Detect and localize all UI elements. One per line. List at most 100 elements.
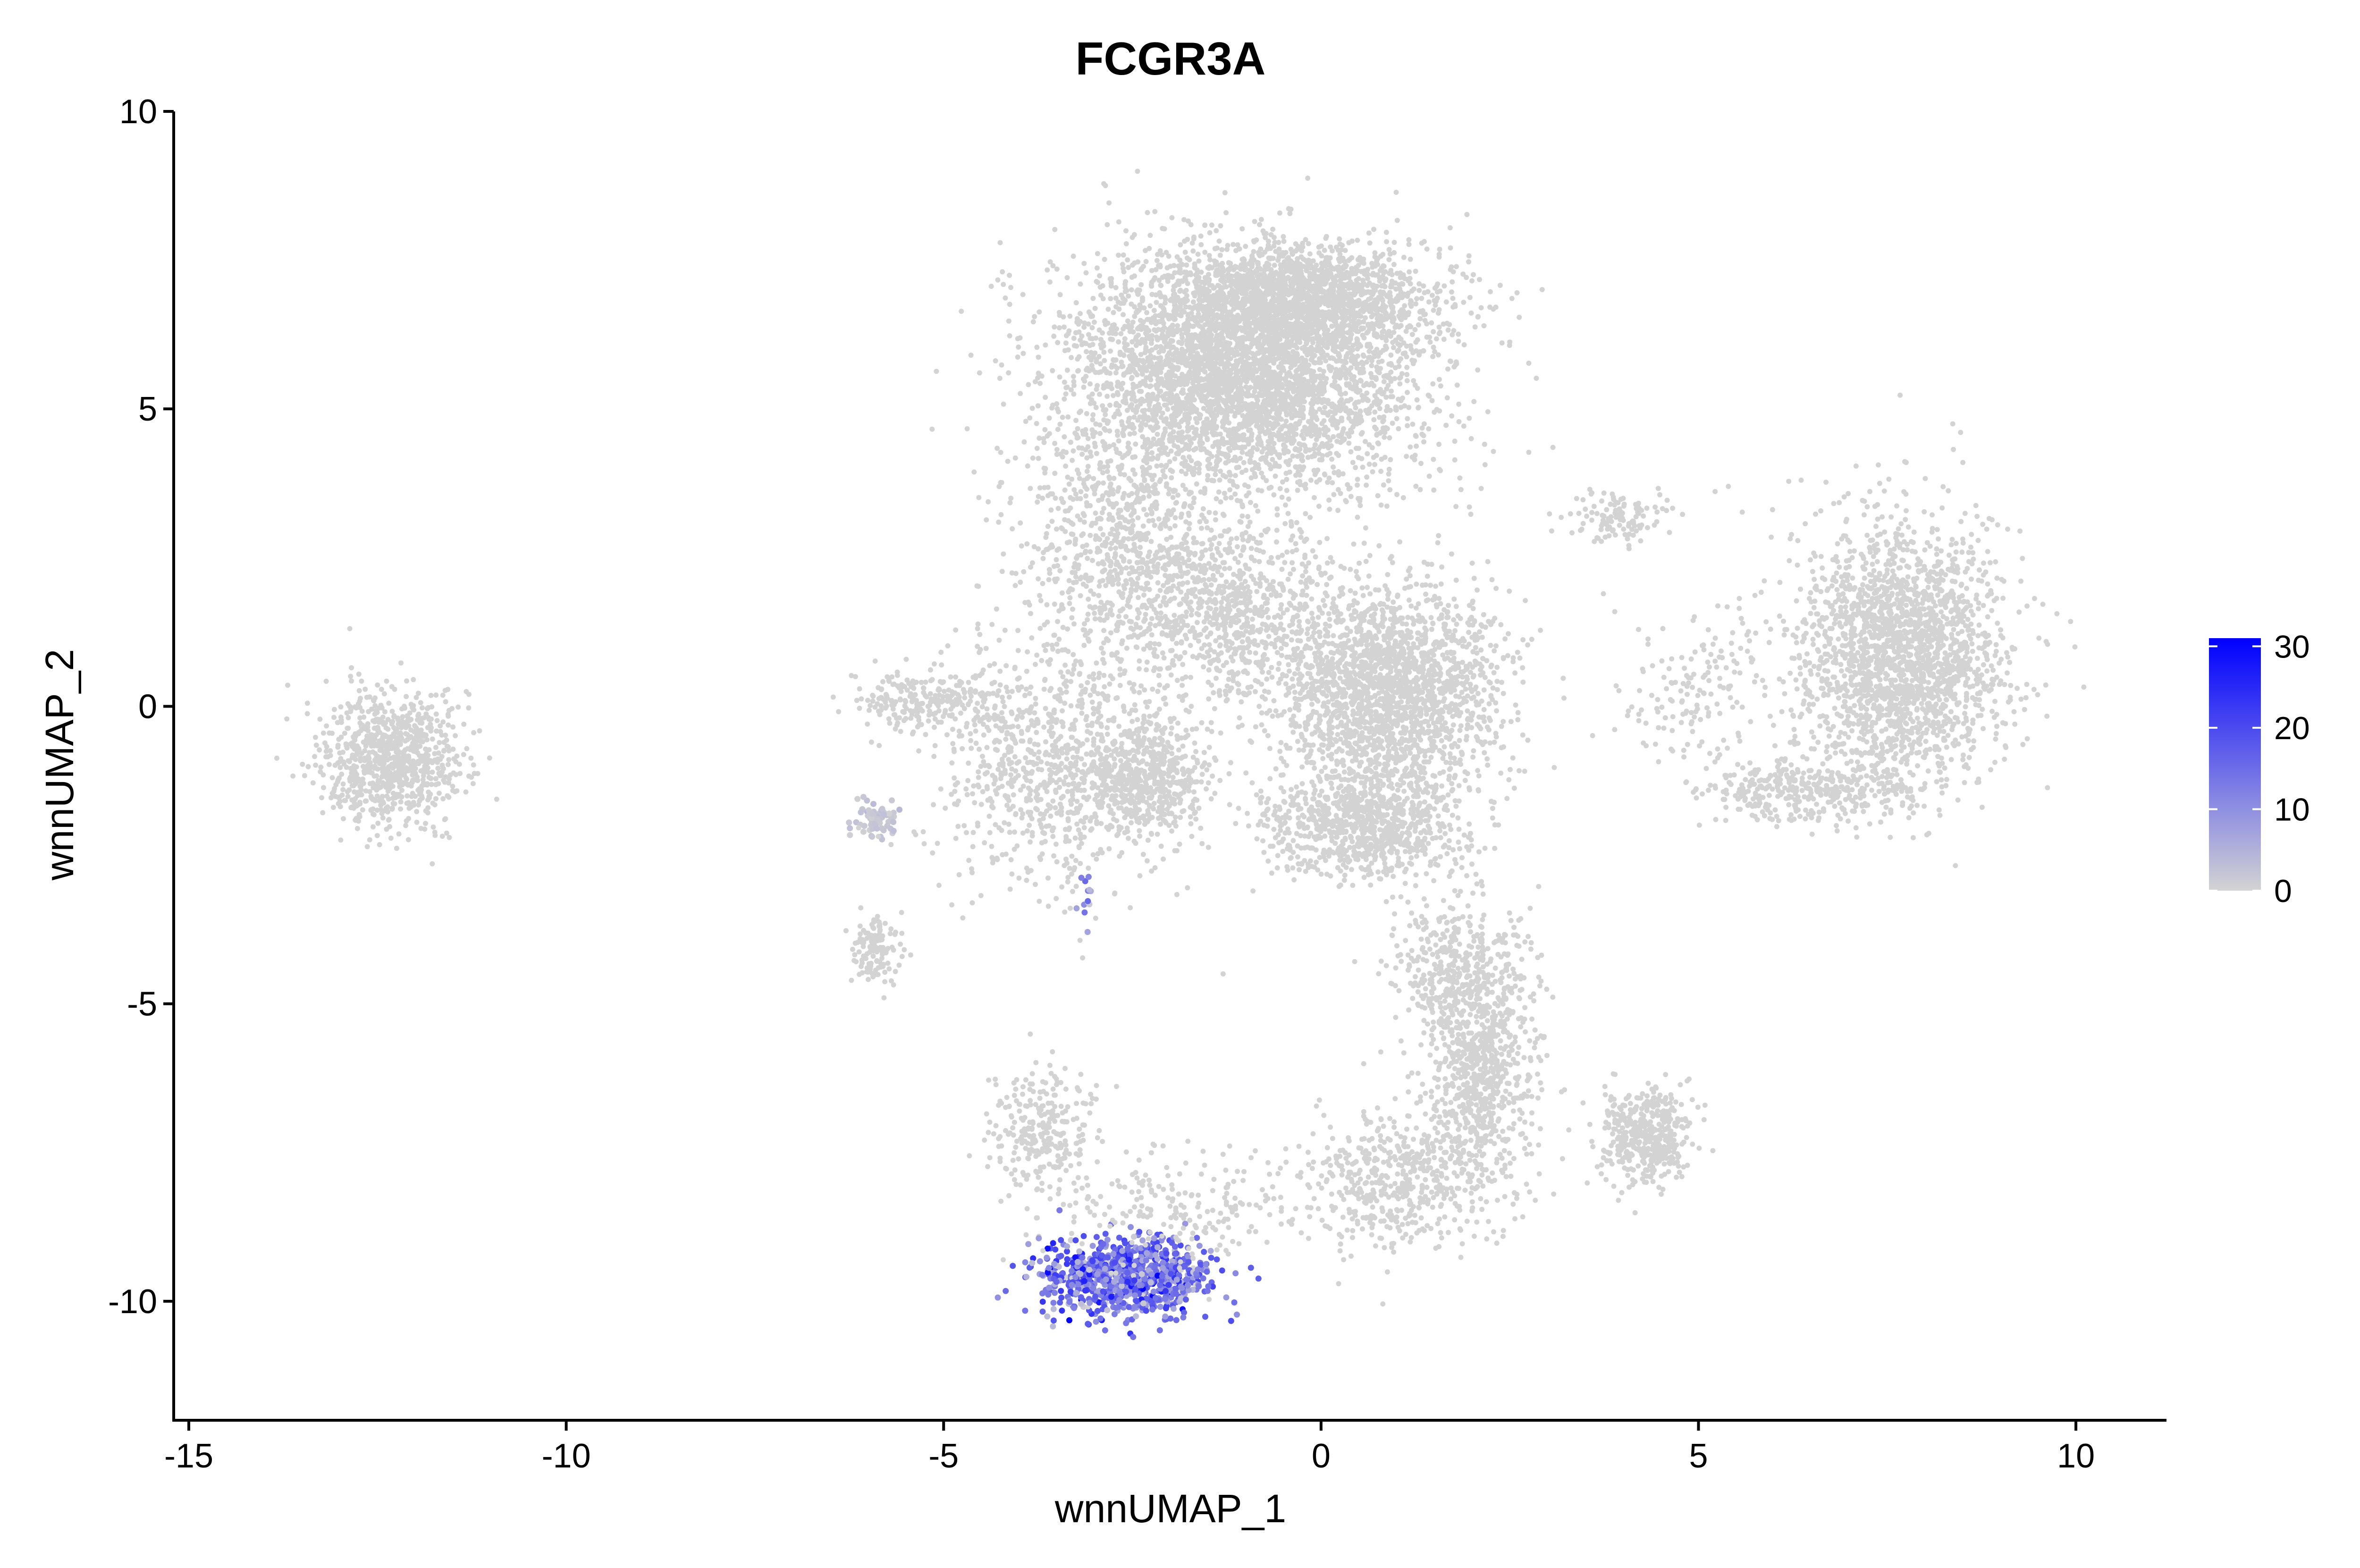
cell-point [1338,278,1343,283]
cell-point [1441,283,1447,289]
cell-point [1292,447,1298,452]
cell-point [1482,462,1488,467]
cell-point [1165,406,1171,412]
cell-point [1307,514,1313,520]
cell-point [1431,329,1436,335]
cell-point [1360,362,1365,367]
cell-point [1200,506,1206,512]
cell-point [997,376,1003,381]
cell-point [1149,450,1155,455]
cell-point [1329,355,1334,361]
cell-point [1155,455,1161,461]
cell-point [1162,308,1167,314]
cell-point [1147,233,1153,238]
cell-point [1539,287,1545,292]
cell-point [1234,368,1240,373]
cell-point [1264,383,1270,389]
cell-point [1349,384,1355,390]
cell-point [1404,343,1409,349]
cell-point [1007,272,1012,278]
cell-point [1224,387,1230,393]
cell-point [1152,417,1158,422]
cell-point [1340,471,1346,477]
cell-point [1290,453,1296,459]
cell-point [1181,217,1187,222]
cell-point [1429,398,1435,404]
cell-point [1550,445,1556,450]
cell-point [1129,396,1135,402]
cell-point [1413,483,1419,489]
cell-point [1376,359,1382,365]
cell-point [1063,450,1069,455]
cell-point [1344,398,1349,404]
cell-point [1129,301,1134,307]
cell-point [1256,375,1262,380]
cell-point [1117,451,1122,456]
cell-point [1227,487,1233,493]
cell-point [1192,265,1197,270]
cell-point [1419,295,1424,301]
cell-point [1064,275,1070,280]
cell-point [1207,257,1213,262]
cell-point [1107,403,1113,408]
cell-point [1374,431,1380,437]
cell-point [1273,393,1278,399]
cell-point [1172,355,1178,361]
cell-point [1225,243,1231,248]
cell-point [1329,337,1335,343]
cell-point [1400,495,1406,500]
cell-point [1154,361,1160,367]
cell-point [1331,464,1336,470]
cell-point [1148,282,1154,288]
cell-point [1093,421,1099,427]
cell-point [1103,407,1109,413]
cell-point [1259,455,1265,461]
cell-point [1391,240,1397,245]
cell-point [1131,352,1137,357]
cell-point [1137,303,1143,308]
cell-point [1264,421,1269,426]
cell-point [1382,284,1388,289]
cell-point [1190,248,1196,254]
cell-point [1386,471,1391,477]
cell-point [1331,434,1336,439]
cell-point [1001,282,1006,287]
cell-point [1436,324,1442,330]
cell-point [1437,246,1442,252]
cell-point [1365,397,1370,403]
cell-point [1343,375,1349,381]
cell-point [1306,379,1311,384]
cell-point [1026,382,1031,388]
cell-point [1434,336,1439,342]
cell-point [1456,401,1462,407]
cell-point [1075,317,1080,323]
cell-point [1230,479,1235,484]
cell-point [1152,209,1158,214]
cell-point [1438,383,1443,389]
cell-point [1391,329,1397,335]
cell-point [1292,407,1298,413]
cell-point [1364,330,1370,336]
cell-point [1290,354,1296,360]
cell-point [1405,423,1410,429]
cell-point [1396,359,1402,364]
cell-point [1253,465,1258,470]
cell-point [1223,474,1229,480]
cell-point [1097,284,1103,290]
cell-point [1079,451,1085,457]
cell-point [1286,206,1291,211]
cell-point [1180,455,1186,460]
cell-point [1106,200,1112,206]
cell-point [1331,492,1337,497]
cell-point [1121,312,1126,318]
cell-point [1292,413,1298,418]
cell-point [1491,448,1496,454]
cell-point [1372,462,1377,467]
cell-point [1086,321,1091,327]
cell-point [1297,472,1303,478]
cell-point [1270,227,1275,232]
cell-point [1154,463,1160,469]
cell-point [1195,460,1201,466]
cell-point [1126,293,1131,299]
